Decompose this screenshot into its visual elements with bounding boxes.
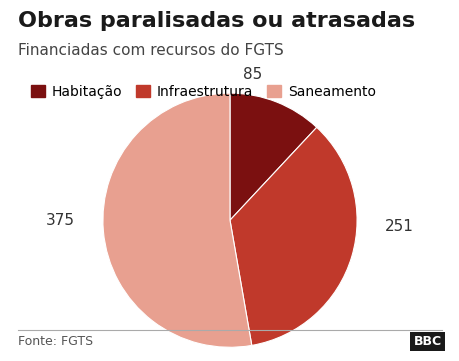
Text: 375: 375 (46, 213, 75, 228)
Text: 251: 251 (384, 219, 413, 234)
Legend: Habitação, Infraestrutura, Saneamento: Habitação, Infraestrutura, Saneamento (25, 79, 381, 104)
Text: Obras paralisadas ou atrasadas: Obras paralisadas ou atrasadas (18, 11, 414, 31)
Wedge shape (230, 93, 316, 220)
Wedge shape (230, 127, 356, 345)
Text: Financiadas com recursos do FGTS: Financiadas com recursos do FGTS (18, 43, 284, 58)
Text: BBC: BBC (413, 335, 441, 348)
Text: 85: 85 (243, 66, 262, 82)
Wedge shape (103, 93, 251, 347)
Text: Fonte: FGTS: Fonte: FGTS (18, 335, 93, 348)
